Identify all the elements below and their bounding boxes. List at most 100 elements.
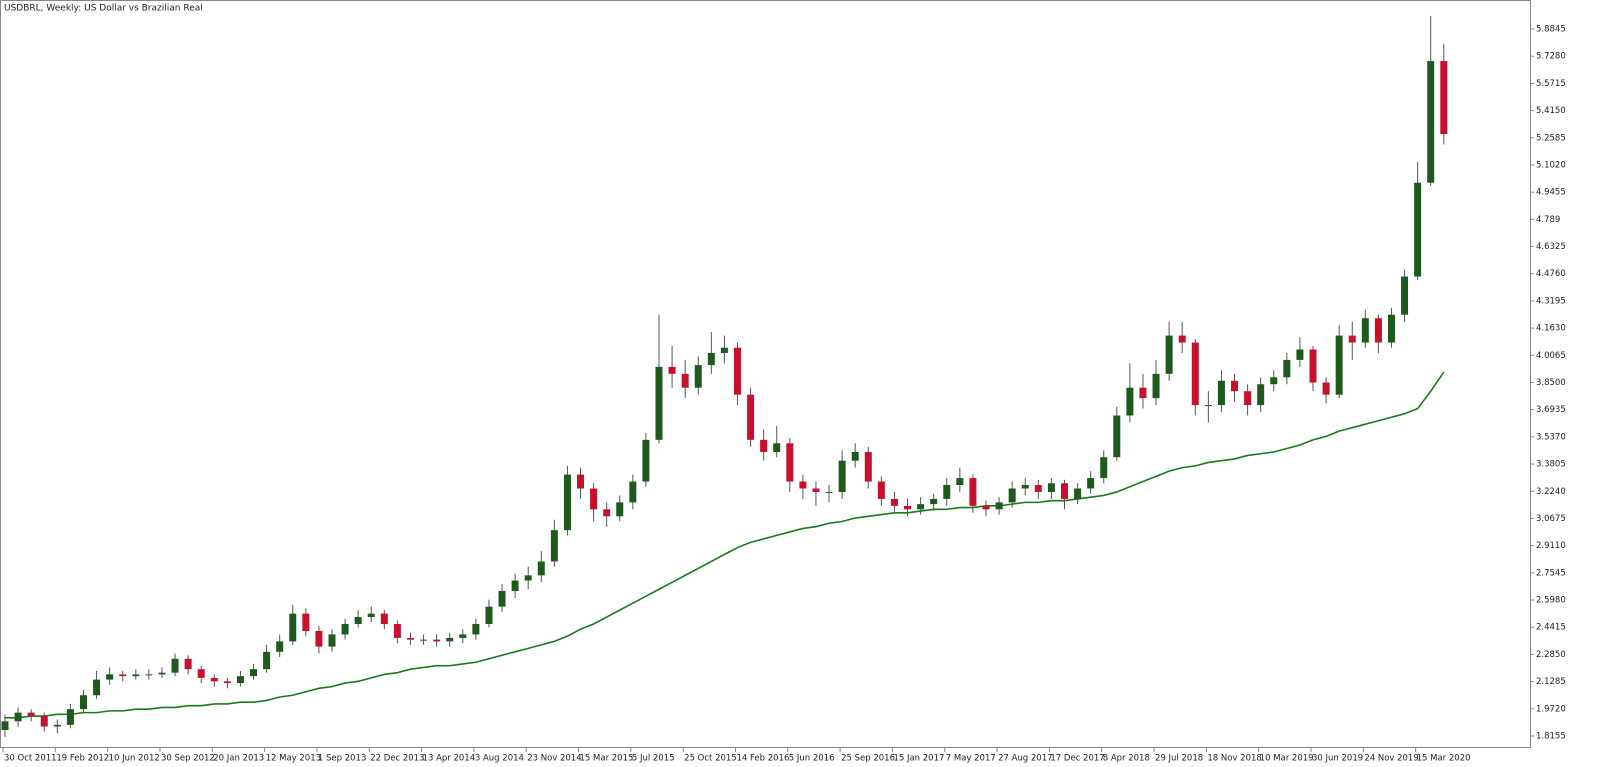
candle-body: [720, 347, 728, 353]
candle-body: [681, 373, 689, 388]
candle-body: [145, 674, 153, 676]
x-tick-label: 23 Nov 2014: [527, 754, 581, 764]
candle-body: [1322, 382, 1330, 395]
candle-body: [302, 613, 310, 631]
candle-body: [66, 709, 74, 725]
candle-body: [250, 669, 258, 677]
x-tick-label: 20 Jan 2013: [213, 754, 264, 764]
candle-body: [276, 641, 284, 652]
candle-body: [1283, 359, 1291, 378]
candle-body: [289, 613, 297, 642]
x-tick-label: 15 Jan 2017: [893, 754, 944, 764]
y-tick-label: 5.7280: [1536, 52, 1566, 62]
candle-body: [459, 634, 467, 638]
candle-body: [1427, 61, 1435, 183]
x-tick-label: 25 Sep 2016: [841, 754, 895, 764]
candle-body: [904, 505, 912, 510]
y-tick-label: 5.5715: [1536, 79, 1566, 89]
y-tick-label: 2.5980: [1536, 596, 1566, 606]
candle-body: [1074, 488, 1082, 499]
candle-body: [380, 613, 388, 625]
y-tick-label: 3.2240: [1536, 487, 1566, 497]
candle-body: [1165, 335, 1173, 374]
candle-body: [877, 481, 885, 499]
candle-body: [1374, 318, 1382, 343]
candle-body: [1060, 483, 1068, 499]
y-tick-label: 1.8155: [1536, 731, 1566, 741]
x-tick-label: 22 Dec 2013: [370, 754, 424, 764]
candle-body: [210, 677, 218, 682]
candle-body: [1387, 314, 1395, 343]
y-tick-label: 2.9110: [1536, 541, 1566, 551]
x-tick-label: 19 Feb 2012: [56, 754, 109, 764]
x-tick-label: 27 Aug 2017: [998, 754, 1052, 764]
y-tick-label: 4.4760: [1536, 269, 1566, 279]
candle-body: [603, 509, 611, 517]
candle-body: [563, 474, 571, 531]
candle-body: [354, 617, 362, 625]
candle-body: [341, 624, 349, 635]
candle-body: [197, 669, 205, 678]
x-tick-label: 30 Oct 2011: [4, 754, 57, 764]
candle-body: [786, 443, 794, 482]
candle-body: [1231, 380, 1239, 392]
candle-body: [171, 658, 179, 673]
x-tick-label: 18 Nov 2018: [1207, 754, 1261, 764]
candle-body: [851, 451, 859, 461]
x-tick-label: 10 Jun 2012: [109, 754, 160, 764]
candle-body: [1257, 384, 1265, 406]
candle-body: [655, 366, 663, 440]
candle-body: [433, 639, 441, 642]
x-tick-label: 5 Jun 2016: [789, 754, 835, 764]
candle-body: [236, 676, 244, 684]
candle-body: [995, 502, 1003, 510]
x-tick-label: 10 Mar 2019: [1260, 754, 1314, 764]
candle-body: [1152, 373, 1160, 399]
candle-body: [40, 716, 48, 727]
candle-body: [315, 630, 323, 647]
y-tick-label: 2.1285: [1536, 677, 1566, 687]
y-tick-label: 4.0065: [1536, 351, 1566, 361]
y-tick-label: 4.1630: [1536, 324, 1566, 334]
y-tick-label: 3.5370: [1536, 432, 1566, 442]
candle-body: [590, 488, 598, 510]
candle-body: [1008, 488, 1016, 503]
y-tick-label: 4.6325: [1536, 242, 1566, 252]
x-tick-label: 5 Jul 2015: [632, 754, 675, 764]
y-tick-label: 5.4150: [1536, 106, 1566, 116]
chart-title: USDBRL, Weekly: US Dollar vs Brazilian R…: [4, 4, 203, 14]
plot-frame: [0, 0, 1531, 748]
candle-body: [1191, 342, 1199, 406]
candle-body: [27, 712, 35, 717]
y-tick-label: 1.9720: [1536, 704, 1566, 714]
y-tick-label: 4.3195: [1536, 296, 1566, 306]
candle-body: [1126, 387, 1134, 416]
candle-body: [956, 478, 964, 486]
candle-body: [1348, 335, 1356, 343]
x-tick-label: 15 Mar 2015: [580, 754, 634, 764]
x-tick-label: 12 May 2013: [266, 754, 321, 764]
candle-body: [406, 637, 414, 640]
x-tick-label: 25 Oct 2015: [684, 754, 737, 764]
x-tick-label: 30 Jun 2019: [1312, 754, 1363, 764]
candle-body: [1034, 485, 1042, 492]
candle-body: [79, 695, 87, 710]
candle-body: [1440, 61, 1448, 135]
x-tick-label: 15 Mar 2020: [1417, 754, 1471, 764]
x-tick-label: 29 Jul 2018: [1155, 754, 1203, 764]
candle-body: [550, 530, 558, 562]
candle-body: [1361, 318, 1369, 343]
candle-body: [263, 651, 271, 670]
candle-body: [1178, 335, 1186, 343]
candle-body: [1401, 276, 1409, 315]
x-tick-label: 1 Sep 2013: [318, 754, 366, 764]
candle-body: [1217, 380, 1225, 406]
candle-body: [1414, 182, 1422, 277]
y-tick-label: 3.8500: [1536, 378, 1566, 388]
candle-body: [93, 679, 101, 696]
candle-body: [668, 366, 676, 374]
x-tick-label: 14 Feb 2016: [736, 754, 789, 764]
candle-body: [943, 485, 951, 499]
y-tick-label: 3.3805: [1536, 460, 1566, 470]
y-tick-label: 4.9455: [1536, 188, 1566, 198]
